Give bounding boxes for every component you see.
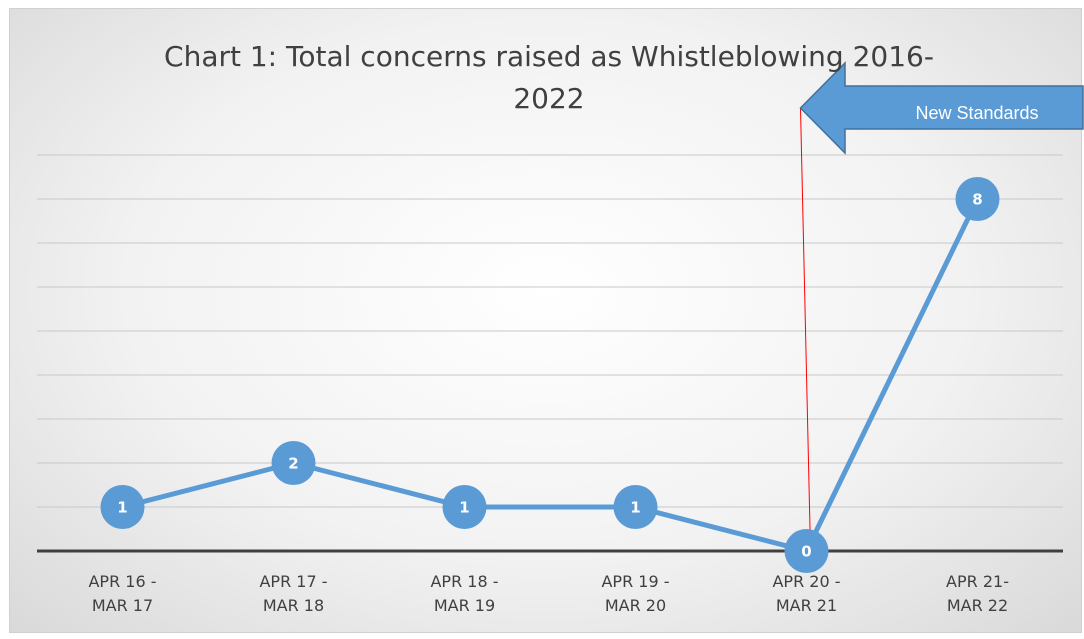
data-label: 1 xyxy=(117,499,127,517)
x-tick-label: APR 18 - MAR 19 xyxy=(430,572,499,615)
data-label: 0 xyxy=(801,543,811,561)
marker xyxy=(613,485,658,529)
marker xyxy=(271,441,316,485)
x-tick-label: APR 16 - MAR 17 xyxy=(88,572,157,615)
marker xyxy=(100,485,145,529)
data-label: 1 xyxy=(630,499,640,517)
marker xyxy=(784,529,829,573)
annotation-line xyxy=(800,107,811,552)
x-tick-label: APR 17 - MAR 18 xyxy=(259,572,328,615)
annotation-text: New Standards xyxy=(915,103,1038,123)
x-tick-label: APR 19 - MAR 20 xyxy=(601,572,670,615)
data-label: 1 xyxy=(459,499,469,517)
annotation-arrow xyxy=(799,61,1084,155)
data-label: 2 xyxy=(288,455,298,473)
x-tick-label: APR 20 - MAR 21 xyxy=(772,572,841,615)
marker xyxy=(442,485,487,529)
x-tick-label: APR 21- MAR 22 xyxy=(946,572,1009,615)
marker xyxy=(955,177,1000,221)
chart-title: Chart 1: Total concerns raised as Whistl… xyxy=(164,40,934,115)
data-label: 8 xyxy=(972,191,982,209)
line xyxy=(121,197,980,554)
